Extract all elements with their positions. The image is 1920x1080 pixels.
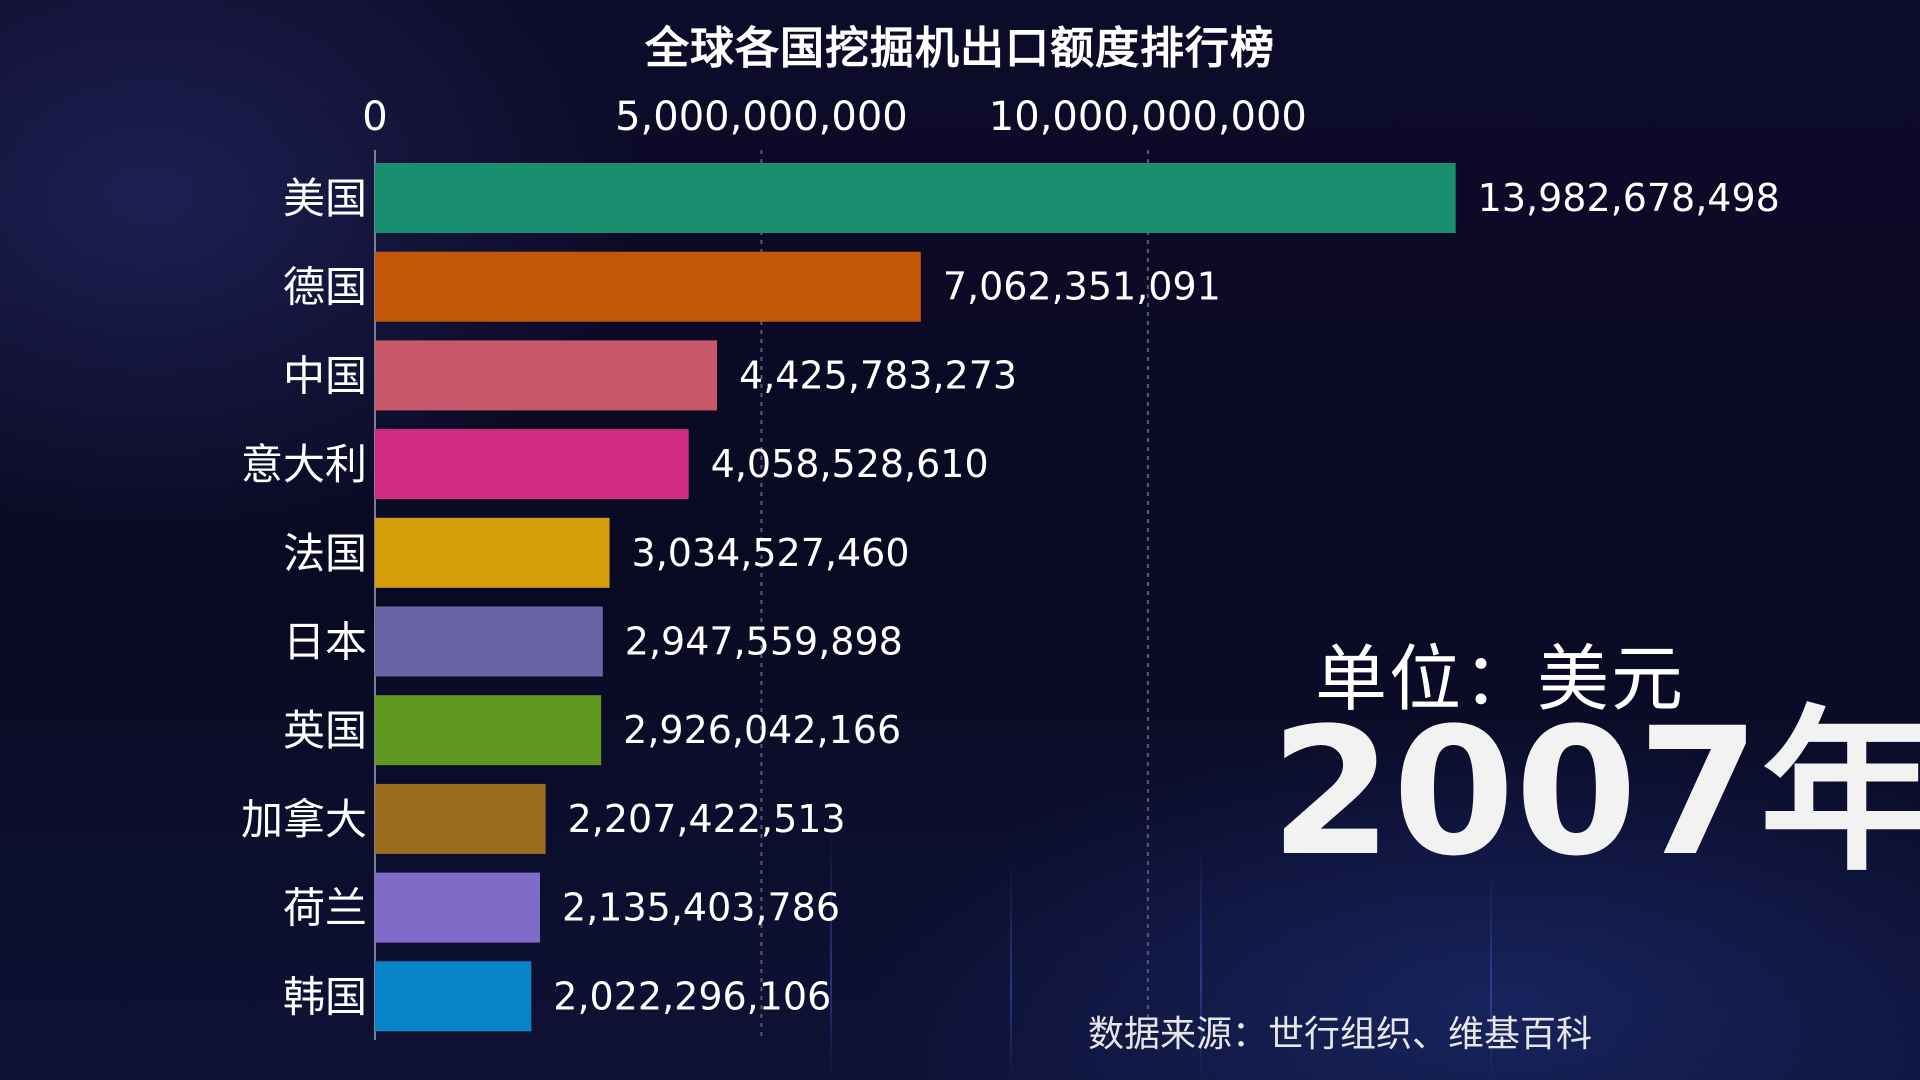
x-tick-label-2: 10,000,000,000 (989, 94, 1307, 140)
category-label-5: 日本 (283, 618, 367, 667)
category-label-2: 中国 (283, 351, 367, 400)
chart-title: 全球各国挖掘机出口额度排行榜 (645, 23, 1275, 74)
value-label-4: 3,034,527,460 (632, 531, 910, 575)
x-tick-label-1: 5,000,000,000 (615, 94, 908, 140)
value-label-6: 2,926,042,166 (623, 708, 901, 752)
bar-6 (375, 695, 602, 766)
unit-label: 单位：美元 (1315, 637, 1686, 721)
bar-4 (375, 517, 610, 588)
category-label-1: 德国 (283, 263, 367, 312)
category-label-0: 美国 (283, 174, 367, 223)
value-label-2: 4,425,783,273 (739, 353, 1017, 397)
value-label-8: 2,135,403,786 (562, 886, 840, 930)
x-axis-ticks: 0 5,000,000,000 10,000,000,000 (362, 94, 1307, 140)
category-label-6: 英国 (283, 706, 367, 755)
bar-9 (375, 961, 532, 1032)
value-label-3: 4,058,528,610 (711, 442, 989, 486)
bars: 美国 13,982,678,498 德国 7,062,351,091 中国 4,425,7… (241, 163, 1780, 1032)
category-label-9: 韩国 (283, 972, 367, 1021)
category-label-4: 法国 (283, 529, 367, 578)
bar-0 (375, 163, 1456, 233)
bar-1 (375, 251, 921, 322)
bar-7 (375, 783, 546, 854)
value-label-9: 2,022,296,106 (553, 974, 831, 1018)
bar-3 (375, 429, 689, 500)
value-label-5: 2,947,559,898 (625, 620, 903, 664)
category-label-7: 加拿大 (241, 795, 367, 844)
source-label: 数据来源：世行组织、维基百科 (1088, 1014, 1593, 1055)
year-label: 2007年 (1270, 690, 1920, 895)
bar-8 (375, 872, 541, 943)
category-label-3: 意大利 (241, 440, 367, 489)
value-label-1: 7,062,351,091 (943, 265, 1221, 309)
value-label-7: 2,207,422,513 (568, 797, 846, 841)
bar-5 (375, 606, 603, 677)
x-tick-label-0: 0 (362, 94, 387, 140)
category-label-8: 荷兰 (283, 884, 367, 933)
bar-2 (375, 340, 718, 411)
value-label-0: 13,982,678,498 (1478, 176, 1780, 220)
